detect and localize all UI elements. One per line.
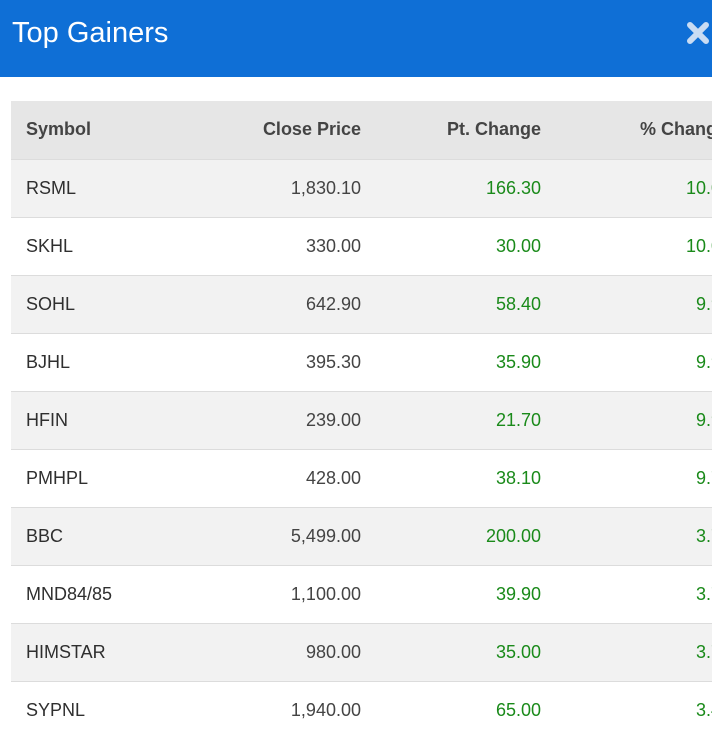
table-row[interactable]: HIMSTAR 980.00 35.00 3.70 — [11, 622, 712, 681]
pct-change-cell: 3.47 — [541, 680, 712, 736]
pt-change-cell: 35.90 — [361, 332, 541, 391]
modal-title: Top Gainers — [12, 17, 169, 49]
table-row[interactable]: SOHL 642.90 58.40 9.99 — [11, 274, 712, 333]
symbol-cell[interactable]: HIMSTAR — [11, 622, 201, 681]
table-row[interactable]: PMHPL 428.00 38.10 9.77 — [11, 448, 712, 507]
pt-change-cell: 21.70 — [361, 390, 541, 449]
column-header-pct-change[interactable]: % Change — [639, 119, 712, 140]
symbol-cell[interactable]: MND84/85 — [11, 564, 201, 623]
pt-change-cell: 65.00 — [361, 680, 541, 736]
table-row[interactable]: HFIN 239.00 21.70 9.99 — [11, 390, 712, 449]
table-row[interactable]: BBC 5,499.00 200.00 3.77 — [11, 506, 712, 565]
symbol-cell[interactable]: SKHL — [11, 216, 201, 275]
column-header-close-price[interactable]: Close Price — [262, 119, 361, 140]
close-button[interactable] — [680, 15, 712, 51]
close-icon — [685, 20, 711, 46]
pt-change-cell: 35.00 — [361, 622, 541, 681]
table-row[interactable]: SYPNL 1,940.00 65.00 3.47 — [11, 680, 712, 736]
close-price-cell: 980.00 — [201, 622, 361, 681]
pt-change-cell: 39.90 — [361, 564, 541, 623]
close-price-cell: 642.90 — [201, 274, 361, 333]
symbol-cell[interactable]: SOHL — [11, 274, 201, 333]
symbol-cell[interactable]: SYPNL — [11, 680, 201, 736]
symbol-cell[interactable]: HFIN — [11, 390, 201, 449]
pt-change-cell: 30.00 — [361, 216, 541, 275]
symbol-cell[interactable]: PMHPL — [11, 448, 201, 507]
table-row[interactable]: MND84/85 1,100.00 39.90 3.76 — [11, 564, 712, 623]
close-price-cell: 395.30 — [201, 332, 361, 391]
pt-change-cell: 166.30 — [361, 158, 541, 217]
close-price-cell: 1,940.00 — [201, 680, 361, 736]
table-header-row: Symbol Close Price Pt. Change % Change — [11, 101, 712, 159]
modal-header: Top Gainers — [0, 0, 712, 77]
table-row[interactable]: SKHL 330.00 30.00 10.00 — [11, 216, 712, 275]
table-row[interactable]: RSML 1,830.10 166.30 10.00 — [11, 158, 712, 217]
pct-change-cell: 10.00 — [541, 216, 712, 275]
pct-change-cell: 3.70 — [541, 622, 712, 681]
pt-change-cell: 58.40 — [361, 274, 541, 333]
symbol-cell[interactable]: RSML — [11, 158, 201, 217]
pct-change-cell: 3.76 — [541, 564, 712, 623]
pct-change-cell: 10.00 — [541, 158, 712, 217]
table-row[interactable]: BJHL 395.30 35.90 9.99 — [11, 332, 712, 391]
gainers-table-container: Symbol Close Price Pt. Change % Change R… — [11, 101, 712, 736]
pct-change-cell: 9.99 — [541, 390, 712, 449]
close-price-cell: 428.00 — [201, 448, 361, 507]
close-price-cell: 239.00 — [201, 390, 361, 449]
symbol-cell[interactable]: BBC — [11, 506, 201, 565]
close-price-cell: 1,830.10 — [201, 158, 361, 217]
pt-change-cell: 38.10 — [361, 448, 541, 507]
gainers-table: Symbol Close Price Pt. Change % Change R… — [11, 101, 712, 736]
pct-change-cell: 9.99 — [541, 332, 712, 391]
close-price-cell: 1,100.00 — [201, 564, 361, 623]
pct-change-cell: 9.99 — [541, 274, 712, 333]
close-price-cell: 5,499.00 — [201, 506, 361, 565]
close-price-cell: 330.00 — [201, 216, 361, 275]
pct-change-cell: 9.77 — [541, 448, 712, 507]
pt-change-cell: 200.00 — [361, 506, 541, 565]
symbol-cell[interactable]: BJHL — [11, 332, 201, 391]
column-header-symbol[interactable]: Symbol — [26, 119, 92, 140]
column-header-pt-change[interactable]: Pt. Change — [446, 119, 541, 140]
pct-change-cell: 3.77 — [541, 506, 712, 565]
